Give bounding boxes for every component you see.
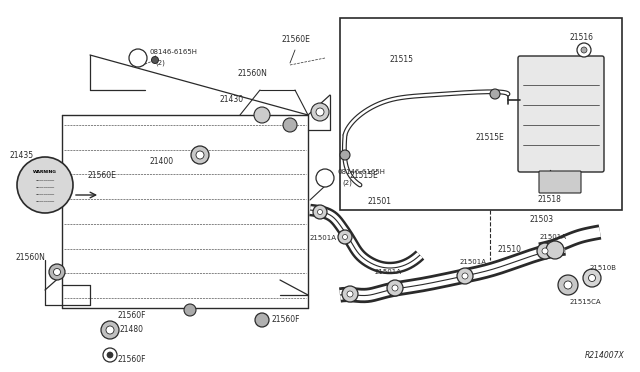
Text: ─────────: ─────────	[35, 186, 54, 190]
Circle shape	[340, 150, 350, 160]
Circle shape	[317, 209, 323, 215]
Text: ─────────: ─────────	[35, 193, 54, 197]
Circle shape	[107, 352, 113, 358]
Text: 21510: 21510	[497, 246, 521, 254]
Text: ─────────: ─────────	[35, 200, 54, 204]
Text: 21515E: 21515E	[350, 170, 379, 180]
Circle shape	[581, 47, 587, 53]
Circle shape	[490, 89, 500, 99]
Text: 21400: 21400	[150, 157, 174, 167]
Circle shape	[103, 348, 117, 362]
Circle shape	[54, 269, 61, 276]
Circle shape	[558, 275, 578, 295]
Text: 21430: 21430	[220, 96, 244, 105]
Circle shape	[338, 230, 352, 244]
Text: 21560F: 21560F	[118, 356, 147, 365]
Text: 21501A: 21501A	[540, 234, 567, 240]
Text: 21560N: 21560N	[238, 68, 268, 77]
Text: 21560F: 21560F	[118, 311, 147, 320]
Text: 21503: 21503	[530, 215, 554, 224]
Text: 21480: 21480	[120, 326, 144, 334]
Text: 21560F: 21560F	[272, 315, 301, 324]
Circle shape	[546, 241, 564, 259]
FancyBboxPatch shape	[518, 56, 604, 172]
Circle shape	[17, 157, 73, 213]
Bar	[340, 18, 622, 210]
Circle shape	[129, 49, 147, 67]
Circle shape	[342, 286, 358, 302]
Text: 21560E: 21560E	[282, 35, 311, 45]
Circle shape	[457, 268, 473, 284]
Circle shape	[49, 264, 65, 280]
Circle shape	[101, 321, 119, 339]
Text: 21510B: 21510B	[590, 265, 617, 271]
Text: 21515E: 21515E	[475, 134, 504, 142]
Circle shape	[283, 118, 297, 132]
Circle shape	[184, 304, 196, 316]
Circle shape	[387, 280, 403, 296]
Text: 21435: 21435	[10, 151, 34, 160]
Text: 21560E: 21560E	[88, 170, 117, 180]
Text: 08146-6165H: 08146-6165H	[337, 169, 385, 175]
Circle shape	[542, 248, 548, 254]
Circle shape	[316, 108, 324, 116]
Circle shape	[537, 243, 553, 259]
Circle shape	[316, 169, 334, 187]
Text: 21516: 21516	[570, 33, 594, 42]
Circle shape	[342, 234, 348, 240]
Circle shape	[564, 281, 572, 289]
Text: (2): (2)	[155, 60, 165, 66]
Text: B: B	[322, 173, 328, 183]
Text: ─────────: ─────────	[35, 179, 54, 183]
Text: 21560N: 21560N	[15, 253, 45, 263]
Circle shape	[255, 313, 269, 327]
Circle shape	[152, 57, 159, 64]
Text: WARNING: WARNING	[33, 170, 57, 174]
Circle shape	[462, 273, 468, 279]
Text: 21501A: 21501A	[310, 235, 337, 241]
Text: R214007X: R214007X	[585, 351, 625, 360]
Circle shape	[254, 107, 270, 123]
Circle shape	[577, 43, 591, 57]
Circle shape	[392, 285, 398, 291]
Circle shape	[191, 146, 209, 164]
Text: 21518: 21518	[537, 196, 561, 205]
Text: (2): (2)	[342, 180, 352, 186]
FancyBboxPatch shape	[539, 171, 581, 193]
Text: 21501A: 21501A	[375, 269, 402, 275]
Circle shape	[313, 205, 327, 219]
Circle shape	[583, 269, 601, 287]
Circle shape	[311, 103, 329, 121]
Circle shape	[106, 326, 114, 334]
Text: 21515CA: 21515CA	[570, 299, 602, 305]
Text: 21501A: 21501A	[460, 259, 487, 265]
Text: B: B	[135, 54, 141, 62]
Circle shape	[347, 291, 353, 297]
Circle shape	[589, 275, 595, 282]
Circle shape	[196, 151, 204, 159]
Text: 21515: 21515	[390, 55, 414, 64]
Text: 21501: 21501	[368, 198, 392, 206]
Text: 08146-6165H: 08146-6165H	[150, 49, 198, 55]
